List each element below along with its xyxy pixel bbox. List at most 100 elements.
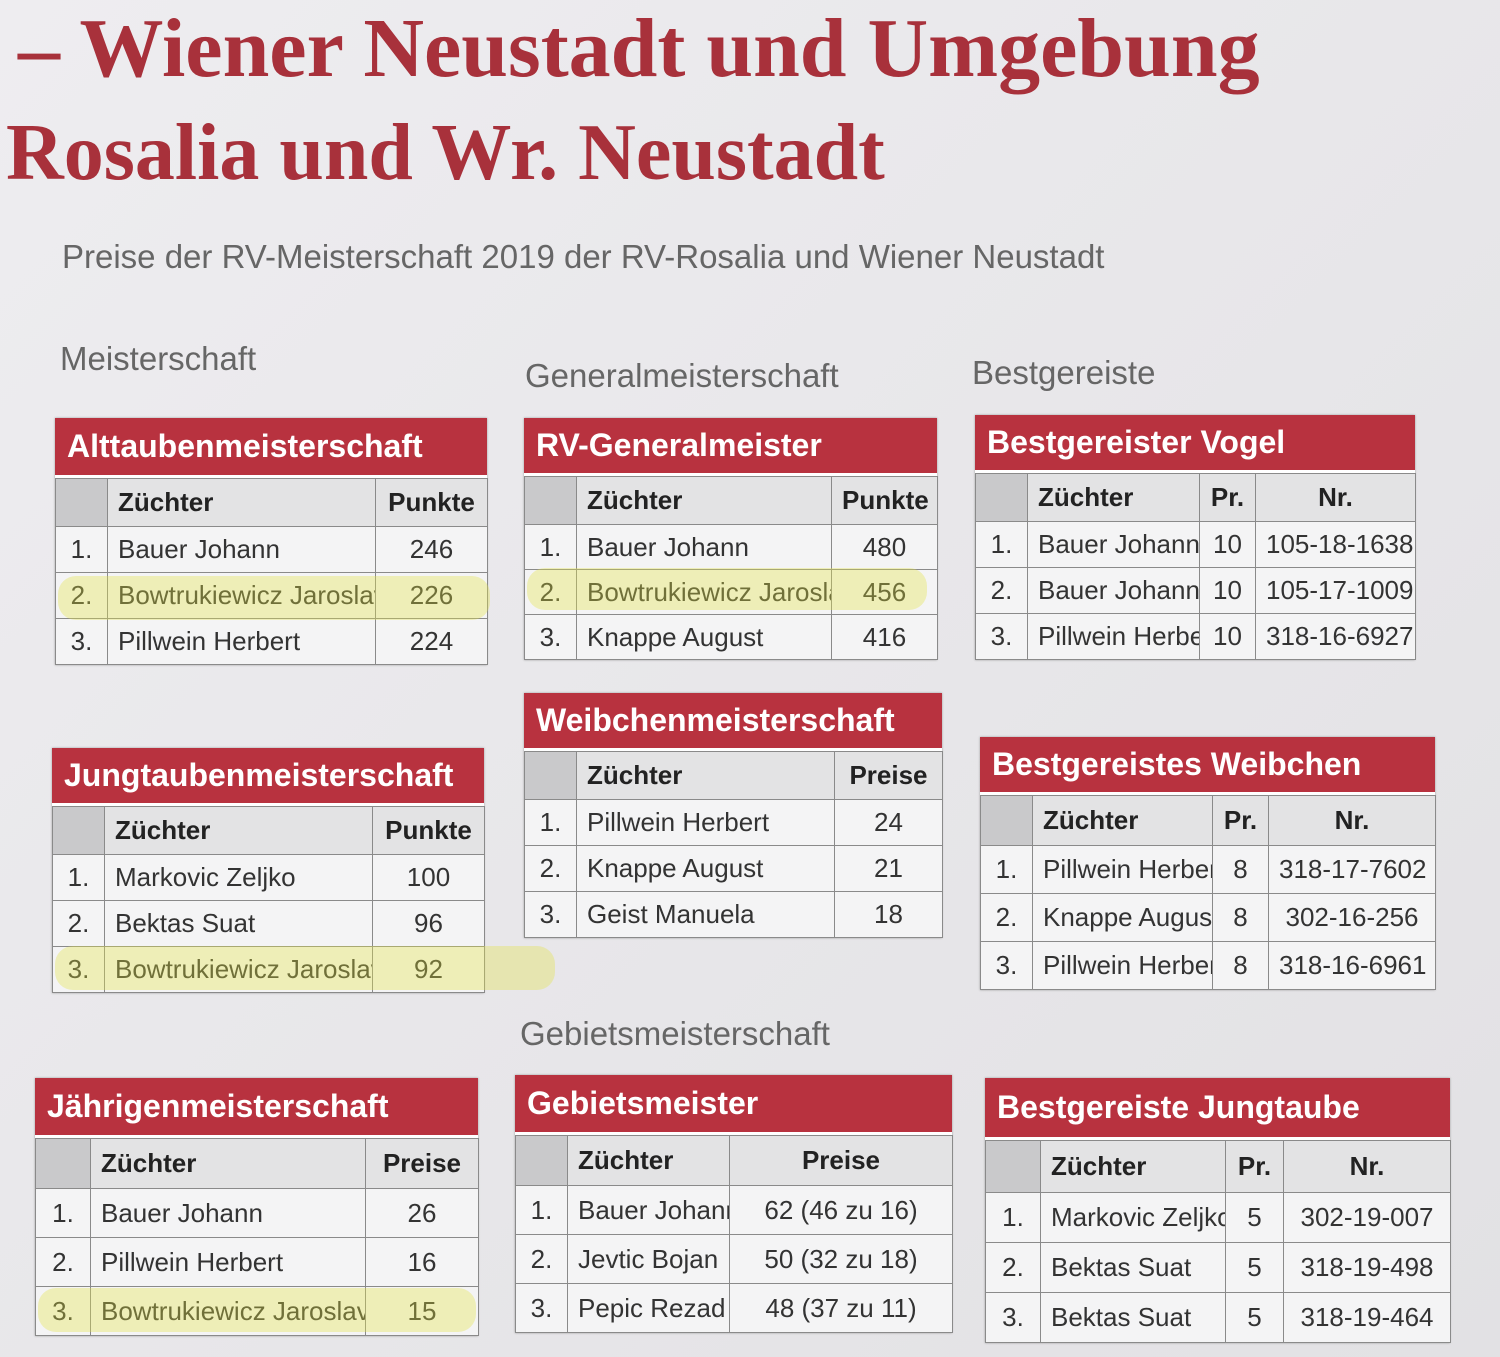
breeder: Jevtic Bojan [567, 1234, 730, 1284]
breeder: Bowtrukiewicz Jaroslav [107, 572, 376, 619]
row: 3. Bowtrukiewicz Jaroslav 15 [35, 1286, 479, 1336]
value: 48 (37 zu 11) [729, 1283, 953, 1333]
row: 1. Bauer Johann 246 [55, 526, 488, 573]
breeder: Pillwein Herbert [107, 618, 376, 665]
value: 5 [1225, 1292, 1284, 1343]
value: 8 [1212, 941, 1269, 990]
result-table: Bestgereister Vogel Züchter Pr. Nr. 1. Bauer … [975, 415, 1416, 660]
breeder: Bowtrukiewicz Jaroslav [576, 569, 832, 615]
header-row: Züchter Preise [35, 1138, 479, 1189]
rank: 1. [985, 1192, 1041, 1243]
breeder: Pillwein Herbert [1027, 613, 1200, 660]
rank: 2. [55, 572, 108, 619]
rank: 3. [52, 946, 105, 993]
table: Züchter Preise 1. Bauer Johann 26 2. Pillwein … [35, 1138, 479, 1336]
table-title: Bestgereistes Weibchen [980, 737, 1435, 795]
row: 2. Bauer Johann 10 105-17-1009 [975, 567, 1416, 614]
row: 3. Bowtrukiewicz Jaroslav 92 [52, 946, 485, 993]
value: 318-16-6927 [1255, 613, 1416, 660]
rank-header [515, 1135, 568, 1186]
value: 5 [1225, 1192, 1284, 1243]
row: 2. Bowtrukiewicz Jaroslav 226 [55, 572, 488, 619]
value: 105-17-1009 [1255, 567, 1416, 614]
breeder: Pillwein Herbert [90, 1237, 366, 1287]
value: 318-16-6961 [1268, 941, 1436, 990]
column-header: Züchter [576, 751, 835, 800]
rank: 2. [35, 1237, 91, 1287]
value: 92 [372, 946, 485, 993]
column-header: Pr. [1199, 473, 1256, 522]
rank: 1. [515, 1185, 568, 1235]
value: 105-18-1638 [1255, 521, 1416, 568]
row: 1. Bauer Johann 26 [35, 1188, 479, 1238]
column-header: Punkte [372, 806, 485, 855]
breeder: Bektas Suat [1040, 1292, 1226, 1343]
table: Züchter Pr. Nr. 1. Markovic Zeljko 5 302-19-00… [985, 1140, 1451, 1343]
header-row: Züchter Pr. Nr. [985, 1140, 1451, 1193]
table-title: Bestgereister Vogel [975, 415, 1415, 473]
column-header: Preise [365, 1138, 479, 1189]
row: 3. Pillwein Herbert 224 [55, 618, 488, 665]
row: 2. Pillwein Herbert 16 [35, 1237, 479, 1287]
table: Züchter Pr. Nr. 1. Bauer Johann 10 105-18-1638… [975, 473, 1416, 660]
row: 1. Markovic Zeljko 100 [52, 854, 485, 901]
header-row: Züchter Punkte [52, 806, 485, 855]
rank: 1. [980, 845, 1033, 894]
breeder: Geist Manuela [576, 891, 835, 938]
row: 3. Pepic Rezad 48 (37 zu 11) [515, 1283, 953, 1333]
row: 2. Bowtrukiewicz Jaroslav 456 [524, 569, 938, 615]
breeder: Bauer Johann [107, 526, 376, 573]
value: 24 [834, 799, 943, 846]
table: Züchter Punkte 1. Bauer Johann 246 2. Bowtruki… [55, 478, 488, 665]
table-title: Gebietsmeister [515, 1075, 952, 1135]
row: 3. Geist Manuela 18 [524, 891, 943, 938]
value: 226 [375, 572, 488, 619]
header-row: Züchter Preise [515, 1135, 953, 1186]
row: 2. Bektas Suat 96 [52, 900, 485, 947]
rank: 1. [52, 854, 105, 901]
title-line-2: Rosalia und Wr. Neustadt [6, 109, 885, 197]
section-heading: Generalmeisterschaft [525, 357, 839, 394]
value: 8 [1212, 893, 1269, 942]
subtitle: Preise der RV-Meisterschaft 2019 der RV-… [62, 238, 1105, 275]
column-header: Preise [729, 1135, 953, 1186]
value: 416 [831, 614, 938, 660]
breeder: Knappe August [576, 614, 832, 660]
rank: 2. [524, 845, 577, 892]
result-table: Bestgereistes Weibchen Züchter Pr. Nr. 1. Pil… [980, 737, 1436, 990]
rank: 3. [980, 941, 1033, 990]
value: 15 [365, 1286, 479, 1336]
table: Züchter Preise 1. Pillwein Herbert 24 2. Knapp… [524, 751, 943, 938]
value: 96 [372, 900, 485, 947]
table-title: RV-Generalmeister [524, 418, 937, 476]
title-line-1: – Wiener Neustadt und Umgebung [18, 2, 1260, 95]
breeder: Bauer Johann [1027, 567, 1200, 614]
rank: 3. [985, 1292, 1041, 1343]
rank: 1. [35, 1188, 91, 1238]
column-header: Züchter [1027, 473, 1200, 522]
result-table: Jährigenmeisterschaft Züchter Preise 1. Baue… [35, 1078, 479, 1336]
row: 2. Knappe August 8 302-16-256 [980, 893, 1436, 942]
rank-header [524, 751, 577, 800]
breeder: Bowtrukiewicz Jaroslav [104, 946, 373, 993]
rank: 1. [524, 799, 577, 846]
column-header: Punkte [831, 476, 938, 525]
value: 18 [834, 891, 943, 938]
column-header: Züchter [567, 1135, 730, 1186]
rank-header [35, 1138, 91, 1189]
value: 26 [365, 1188, 479, 1238]
value: 302-19-007 [1283, 1192, 1451, 1243]
breeder: Bowtrukiewicz Jaroslav [90, 1286, 366, 1336]
column-header: Nr. [1283, 1140, 1451, 1193]
value: 62 (46 zu 16) [729, 1185, 953, 1235]
column-header: Züchter [1032, 795, 1213, 846]
table: Züchter Punkte 1. Bauer Johann 480 2. Bowtruki… [524, 476, 938, 660]
breeder: Markovic Zeljko [104, 854, 373, 901]
rank: 3. [975, 613, 1028, 660]
rank: 2. [52, 900, 105, 947]
value: 10 [1199, 613, 1256, 660]
breeder: Pepic Rezad [567, 1283, 730, 1333]
result-table: Bestgereiste Jungtaube Züchter Pr. Nr. 1. Mar… [985, 1078, 1451, 1343]
column-header: Preise [834, 751, 943, 800]
